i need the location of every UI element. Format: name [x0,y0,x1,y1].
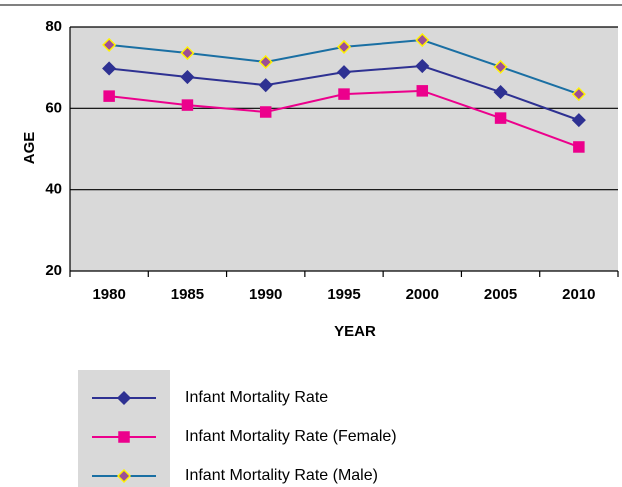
legend-label: Infant Mortality Rate [185,389,328,406]
marker [573,141,585,153]
marker [415,58,430,74]
y-tick-label: 40 [45,181,62,198]
y-tick-label: 60 [45,99,62,116]
y-tick-label: 20 [45,262,62,279]
marker [493,85,508,100]
marker [181,99,194,111]
legend-marker [116,390,132,406]
x-tick-label: 1985 [171,286,204,303]
marker [258,78,273,93]
x-tick-label: 2010 [562,286,595,303]
y-tick-label: 80 [45,18,62,35]
marker [102,61,117,76]
marker [180,69,195,85]
legend-marker [116,468,132,484]
marker [494,112,507,124]
marker [180,45,195,61]
x-tick-label: 1990 [249,286,282,303]
marker [336,65,352,80]
marker [571,87,586,102]
legend-box [78,370,170,487]
legend-marker [118,431,130,443]
marker [258,54,273,70]
marker [416,85,429,97]
marker [102,37,117,52]
marker [571,113,586,128]
plot-background [70,27,618,271]
marker [493,59,508,74]
marker [259,106,272,118]
x-tick-label: 2000 [406,286,439,303]
x-tick-label: 1995 [327,286,360,303]
legend-label: Infant Mortality Rate (Male) [185,467,378,484]
x-tick-label: 2005 [484,286,517,303]
marker [338,88,350,100]
marker [415,32,430,48]
x-axis-label: YEAR [334,323,376,340]
marker [103,90,115,102]
x-tick-label: 1980 [92,286,125,303]
y-axis-label: AGE [21,132,38,165]
legend-label: Infant Mortality Rate (Female) [185,428,397,445]
marker [336,39,352,54]
